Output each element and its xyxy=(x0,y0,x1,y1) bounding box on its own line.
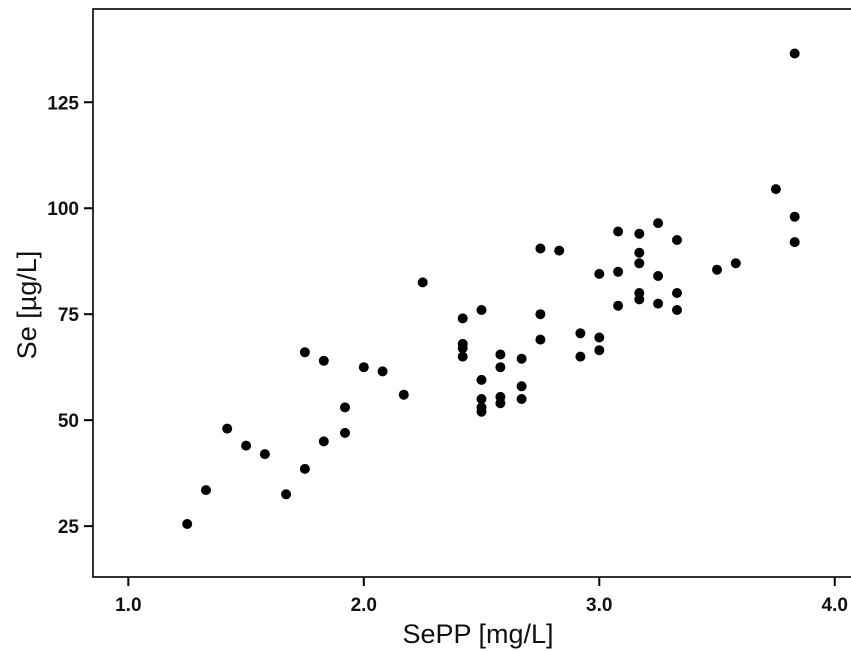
data-point-35 xyxy=(554,245,565,256)
data-point-8 xyxy=(318,436,329,447)
data-point-22 xyxy=(476,394,487,404)
data-point-19 xyxy=(457,313,468,324)
y-tick-label: 75 xyxy=(58,305,80,326)
data-point-27 xyxy=(495,362,506,373)
data-point-6 xyxy=(299,463,310,474)
x-tick-label: 2.0 xyxy=(351,595,377,616)
y-tick-label: 25 xyxy=(58,517,80,538)
data-point-1 xyxy=(201,485,211,496)
data-point-43 xyxy=(613,226,624,237)
data-point-4 xyxy=(259,449,270,460)
data-point-46 xyxy=(634,258,645,269)
data-point-37 xyxy=(575,328,586,339)
data-point-31 xyxy=(516,353,527,364)
y-tick-label: 125 xyxy=(47,93,79,114)
points-layer xyxy=(182,48,800,529)
data-point-26 xyxy=(495,391,506,402)
data-point-53 xyxy=(672,288,682,298)
data-point-32 xyxy=(535,334,546,345)
data-point-59 xyxy=(789,211,800,222)
data-point-41 xyxy=(613,300,624,311)
data-point-38 xyxy=(594,345,605,356)
x-tick-label: 4.0 xyxy=(822,595,848,616)
data-point-48 xyxy=(634,228,645,239)
data-point-0 xyxy=(182,519,193,529)
data-point-12 xyxy=(358,362,369,373)
data-point-29 xyxy=(516,394,527,404)
data-point-7 xyxy=(299,347,310,358)
data-point-24 xyxy=(476,305,487,315)
data-point-15 xyxy=(417,277,428,288)
data-point-40 xyxy=(594,268,605,279)
data-point-3 xyxy=(241,440,252,451)
x-axis-label: SePP [mg/L] xyxy=(402,619,553,649)
data-point-16 xyxy=(457,351,468,362)
data-point-39 xyxy=(594,332,605,343)
data-point-10 xyxy=(340,427,350,438)
data-point-18 xyxy=(457,338,468,349)
plot-frame xyxy=(92,8,851,578)
data-point-56 xyxy=(730,258,741,269)
data-point-14 xyxy=(398,389,409,400)
data-point-23 xyxy=(476,374,487,385)
data-point-57 xyxy=(770,184,781,195)
data-point-21 xyxy=(476,402,487,413)
data-point-2 xyxy=(222,423,233,434)
data-point-33 xyxy=(535,309,546,320)
data-point-13 xyxy=(377,366,388,377)
y-tick-label: 100 xyxy=(47,199,79,220)
data-point-60 xyxy=(789,48,800,59)
x-tick-label: 3.0 xyxy=(586,595,612,616)
data-point-36 xyxy=(575,351,586,362)
x-tick-label: 1.0 xyxy=(115,595,141,616)
data-point-55 xyxy=(712,264,722,275)
y-axis-label: Se [µg/L] xyxy=(12,251,42,360)
y-tick-label: 50 xyxy=(58,411,79,432)
data-point-9 xyxy=(318,355,329,366)
data-point-58 xyxy=(789,237,800,248)
x-axis: 1.0 2.0 3.0 4.0 xyxy=(115,577,848,616)
data-point-47 xyxy=(634,247,645,258)
data-point-34 xyxy=(535,243,546,254)
data-point-42 xyxy=(613,266,624,277)
data-point-51 xyxy=(653,218,664,229)
data-point-30 xyxy=(516,381,527,392)
data-point-11 xyxy=(340,402,350,413)
data-point-5 xyxy=(281,489,292,500)
data-point-50 xyxy=(653,271,664,281)
data-point-28 xyxy=(495,349,506,360)
data-point-45 xyxy=(634,288,645,298)
data-point-54 xyxy=(672,235,682,245)
data-point-49 xyxy=(653,298,664,309)
y-axis: 25 50 75 100 125 xyxy=(47,93,93,538)
data-point-52 xyxy=(672,305,682,315)
